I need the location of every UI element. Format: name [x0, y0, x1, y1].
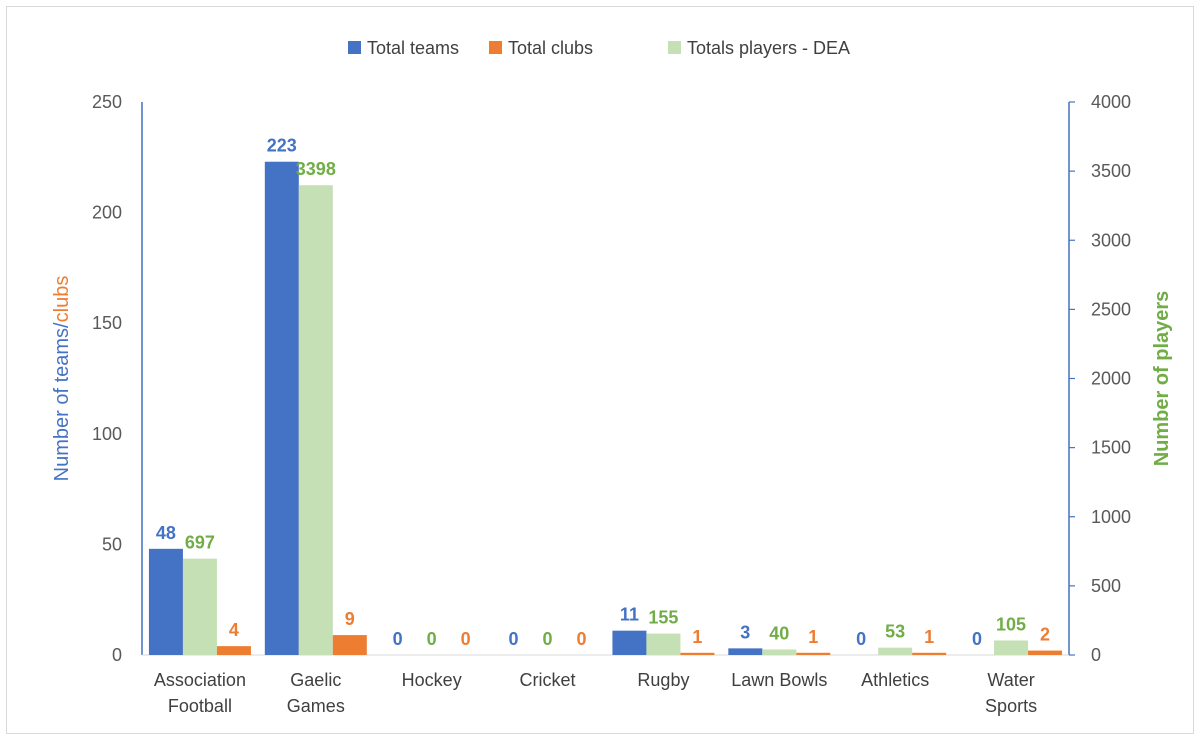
y-right-axis-title: Number of players — [1151, 291, 1173, 467]
category-label-5-0: Lawn Bowls — [731, 670, 827, 690]
data-label-totals-players-dea-3: 0 — [543, 629, 553, 649]
data-label-totals-players-dea-2: 0 — [427, 629, 437, 649]
category-label-3-0: Cricket — [520, 670, 576, 690]
data-label-total-clubs-1: 9 — [345, 609, 355, 629]
y-right-tick-label-4000: 4000 — [1091, 92, 1131, 112]
category-label-1-0: Gaelic — [290, 670, 341, 690]
data-label-total-clubs-7: 2 — [1040, 625, 1050, 645]
data-label-total-teams-7: 0 — [972, 629, 982, 649]
bar-total-clubs-4 — [680, 652, 715, 655]
y-right-tick-label-500: 500 — [1091, 576, 1121, 596]
data-label-totals-players-dea-7: 105 — [996, 614, 1026, 634]
y-right-tick-label-3000: 3000 — [1091, 230, 1131, 250]
y-left-axis-title: Number of teams/clubs — [51, 276, 73, 482]
data-label-total-teams-1: 223 — [267, 136, 297, 156]
y-left-axis-title-part-1: clubs — [51, 276, 73, 323]
data-label-total-clubs-2: 0 — [461, 629, 471, 649]
data-label-totals-players-dea-4: 155 — [648, 608, 678, 628]
bar-totals-players-dea-5 — [762, 649, 797, 655]
category-label-4-0: Rugby — [637, 670, 689, 690]
y-left-tick-label-150: 150 — [92, 313, 122, 333]
bar-total-teams-4 — [612, 630, 647, 655]
y-right-tick-label-2500: 2500 — [1091, 299, 1131, 319]
y-left-tick-label-50: 50 — [102, 534, 122, 554]
y-right-tick-label-0: 0 — [1091, 645, 1101, 665]
bar-total-clubs-6 — [912, 652, 947, 655]
bar-totals-players-dea-1 — [298, 185, 333, 655]
bar-totals-players-dea-6 — [878, 647, 913, 655]
data-label-total-clubs-3: 0 — [577, 629, 587, 649]
data-label-totals-players-dea-0: 697 — [185, 533, 215, 553]
data-label-totals-players-dea-1: 3398 — [296, 159, 336, 179]
category-label-2-0: Hockey — [402, 670, 462, 690]
y-left-tick-label-100: 100 — [92, 424, 122, 444]
y-left-tick-label-0: 0 — [112, 645, 122, 665]
data-label-total-teams-6: 0 — [856, 629, 866, 649]
legend-swatch-totals-players-dea — [668, 41, 681, 54]
legend-label-total-clubs: Total clubs — [508, 38, 593, 58]
data-label-total-teams-3: 0 — [509, 629, 519, 649]
data-label-total-clubs-5: 1 — [808, 627, 818, 647]
bar-total-clubs-0 — [216, 646, 251, 655]
bar-totals-players-dea-4 — [646, 633, 681, 655]
data-label-totals-players-dea-6: 53 — [885, 622, 905, 642]
bar-total-teams-0 — [148, 548, 183, 655]
bar-total-teams-1 — [264, 161, 299, 655]
legend-swatch-total-clubs — [489, 41, 502, 54]
y-right-tick-label-1500: 1500 — [1091, 438, 1131, 458]
y-left-tick-label-200: 200 — [92, 203, 122, 223]
data-label-total-teams-0: 48 — [156, 523, 176, 543]
y-right-tick-label-2000: 2000 — [1091, 369, 1131, 389]
y-right-tick-label-1000: 1000 — [1091, 507, 1131, 527]
legend-label-total-teams: Total teams — [367, 38, 459, 58]
category-label-0-1: Football — [168, 696, 232, 716]
category-label-1-1: Games — [287, 696, 345, 716]
category-label-0-0: Association — [154, 670, 246, 690]
data-label-total-clubs-6: 1 — [924, 627, 934, 647]
bar-total-clubs-1 — [332, 635, 367, 655]
y-right-tick-label-3500: 3500 — [1091, 161, 1131, 181]
legend-swatch-total-teams — [348, 41, 361, 54]
y-left-axis-title-part-0: Number of teams/ — [51, 322, 73, 481]
data-label-total-clubs-0: 4 — [229, 620, 239, 640]
bar-total-clubs-7 — [1028, 650, 1063, 655]
category-label-6-0: Athletics — [861, 670, 929, 690]
data-label-total-clubs-4: 1 — [692, 627, 702, 647]
bar-total-clubs-5 — [796, 652, 831, 655]
y-left-tick-label-250: 250 — [92, 92, 122, 112]
bar-totals-players-dea-7 — [994, 640, 1029, 655]
data-label-total-teams-4: 11 — [620, 605, 639, 625]
category-label-7-1: Sports — [985, 696, 1037, 716]
category-label-7-0: Water — [987, 670, 1034, 690]
data-label-totals-players-dea-5: 40 — [769, 623, 789, 643]
legend-label-totals-players-dea: Totals players - DEA — [687, 38, 850, 58]
bar-totals-players-dea-0 — [182, 558, 217, 655]
data-label-total-teams-5: 3 — [740, 622, 750, 642]
data-label-total-teams-2: 0 — [393, 629, 403, 649]
bar-total-teams-5 — [728, 648, 763, 655]
